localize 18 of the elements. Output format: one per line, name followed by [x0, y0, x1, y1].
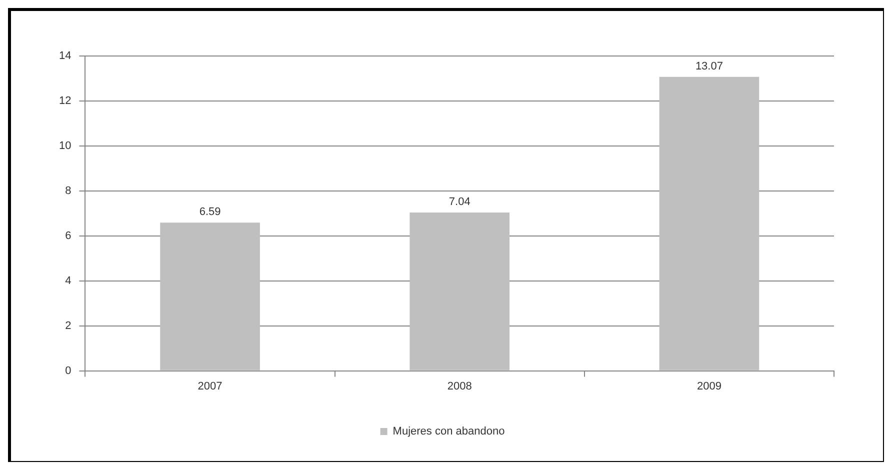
x-tick-label: 2009	[696, 380, 722, 392]
x-tick-label: 2008	[447, 380, 472, 392]
y-tick-label: 8	[65, 184, 72, 197]
bar	[160, 222, 260, 370]
y-tick-label: 12	[58, 95, 72, 108]
y-tick-label: 2	[65, 320, 72, 332]
y-tick-label: 10	[58, 140, 72, 152]
y-tick-label: 0	[65, 364, 72, 377]
legend-label: Mujeres con abandono	[392, 426, 505, 438]
data-label: 6.59	[199, 206, 221, 218]
y-tick-label: 6	[65, 230, 72, 242]
bar	[659, 76, 760, 370]
x-tick-label: 2007	[198, 380, 222, 392]
data-label: 7.04	[448, 196, 470, 208]
bar	[410, 212, 510, 370]
y-tick-label: 14	[58, 50, 72, 62]
data-label: 13.07	[695, 60, 723, 72]
y-tick-label: 4	[65, 274, 72, 287]
